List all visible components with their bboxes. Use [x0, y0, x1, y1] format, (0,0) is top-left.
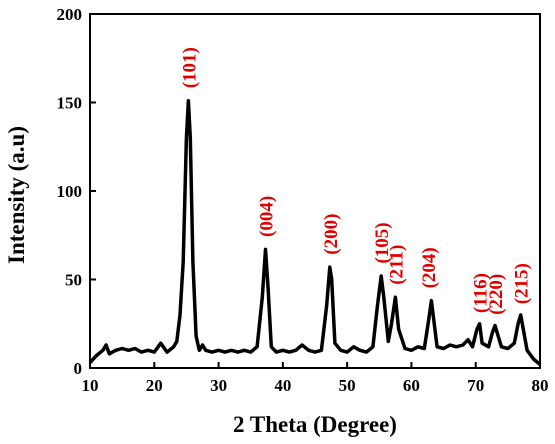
- plot-frame: [89, 13, 541, 369]
- peak-label: (204): [419, 247, 440, 288]
- plot-border: [89, 13, 541, 369]
- x-tick-label: 40: [274, 376, 291, 395]
- x-tick-label: 80: [532, 376, 549, 395]
- peak-label: (116): [471, 273, 492, 313]
- peak-annotations: (101) (004) (200) (105)(211) (204) (116)(220)…: [179, 47, 532, 315]
- peak-label: (211): [386, 245, 407, 285]
- peak-label: (101): [179, 47, 200, 88]
- y-tick-label: 0: [74, 359, 83, 378]
- y-axis-label: Intensity (a.u): [4, 126, 29, 264]
- y-tick-label: 100: [57, 182, 83, 201]
- x-axis-label: 2 Theta (Degree): [233, 412, 397, 437]
- x-tick-label: 60: [403, 376, 420, 395]
- x-tick-label: 20: [146, 376, 163, 395]
- peak-label: (105): [372, 222, 393, 263]
- y-axis: 0 50 100 150 200: [57, 5, 96, 378]
- peak-label: (220): [486, 274, 507, 315]
- x-tick-label: 50: [339, 376, 356, 395]
- peak-label: (215): [512, 263, 533, 304]
- x-tick-label: 10: [82, 376, 99, 395]
- y-tick-label: 200: [57, 5, 83, 24]
- series-group: [88, 98, 542, 366]
- y-tick-label: 150: [57, 94, 83, 113]
- peak-label: (004): [257, 196, 278, 237]
- x-axis: 10 20 30 40 50 60 70 80: [82, 362, 549, 395]
- y-tick-label: 50: [65, 271, 82, 290]
- x-tick-label: 30: [210, 376, 227, 395]
- peak-label: (200): [321, 214, 342, 255]
- x-tick-label: 70: [467, 376, 484, 395]
- xrd-pattern-line: [88, 98, 542, 366]
